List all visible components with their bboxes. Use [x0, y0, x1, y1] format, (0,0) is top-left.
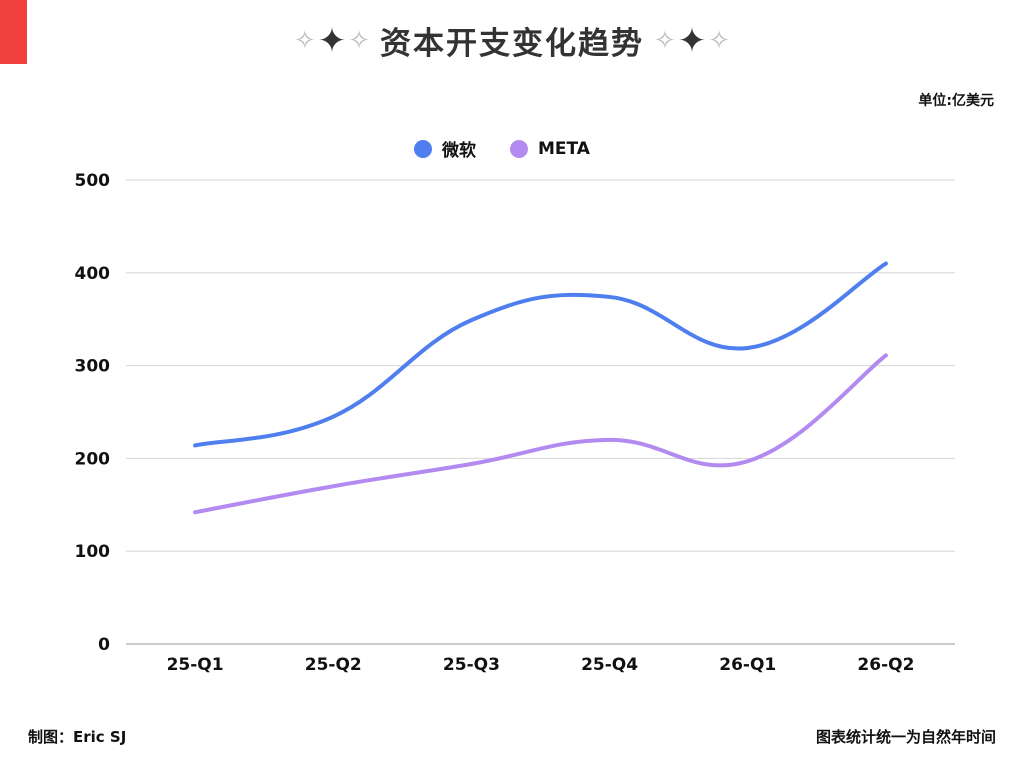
x-tick-label: 25-Q4	[581, 655, 638, 675]
chart-title: 资本开支变化趋势	[380, 26, 644, 62]
title-decoration-right: ✧ ✦ ✧	[654, 21, 730, 61]
legend-label-microsoft: 微软	[442, 141, 476, 161]
title-bar: ✧ ✦ ✧ 资本开支变化趋势 ✧ ✦ ✧	[0, 18, 1024, 63]
x-tick-label: 25-Q2	[305, 655, 362, 675]
x-tick-label: 26-Q1	[719, 655, 776, 675]
sparkle-solid-icon: ✦	[317, 20, 347, 61]
chart-legend: 微软 META	[414, 136, 590, 161]
unit-label: 单位:亿美元	[918, 93, 994, 109]
legend-dot-microsoft	[414, 139, 432, 158]
legend-item-meta: META	[510, 139, 590, 159]
legend-dot-meta	[510, 139, 528, 158]
sparkle-solid-icon: ✦	[677, 20, 707, 61]
sparkle-outline-icon: ✧	[348, 25, 370, 56]
series-line-microsoft	[193, 261, 888, 448]
footer-note: 图表统计统一为自然年时间	[815, 728, 996, 746]
x-tick-label: 25-Q3	[443, 655, 500, 675]
y-tick-label: 400	[75, 264, 111, 284]
title-decoration-left: ✧ ✦ ✧	[294, 21, 370, 61]
legend-item-microsoft: 微软	[414, 136, 476, 161]
y-tick-label: 0	[98, 635, 110, 655]
x-tick-label: 25-Q1	[167, 655, 224, 675]
footer-credit: 制图：Eric SJ	[28, 728, 127, 746]
y-tick-label: 300	[75, 357, 111, 377]
y-tick-label: 200	[75, 449, 111, 469]
series-line-meta	[193, 353, 888, 515]
legend-label-meta: META	[538, 138, 590, 159]
y-tick-label: 100	[75, 542, 111, 562]
red-corner-tab	[0, 0, 27, 64]
sparkle-outline-icon: ✧	[293, 25, 316, 56]
x-tick-label: 26-Q2	[857, 655, 914, 675]
sparkle-outline-icon: ✧	[654, 25, 676, 56]
sparkle-outline-icon: ✧	[708, 25, 731, 56]
y-tick-label: 500	[75, 171, 111, 191]
